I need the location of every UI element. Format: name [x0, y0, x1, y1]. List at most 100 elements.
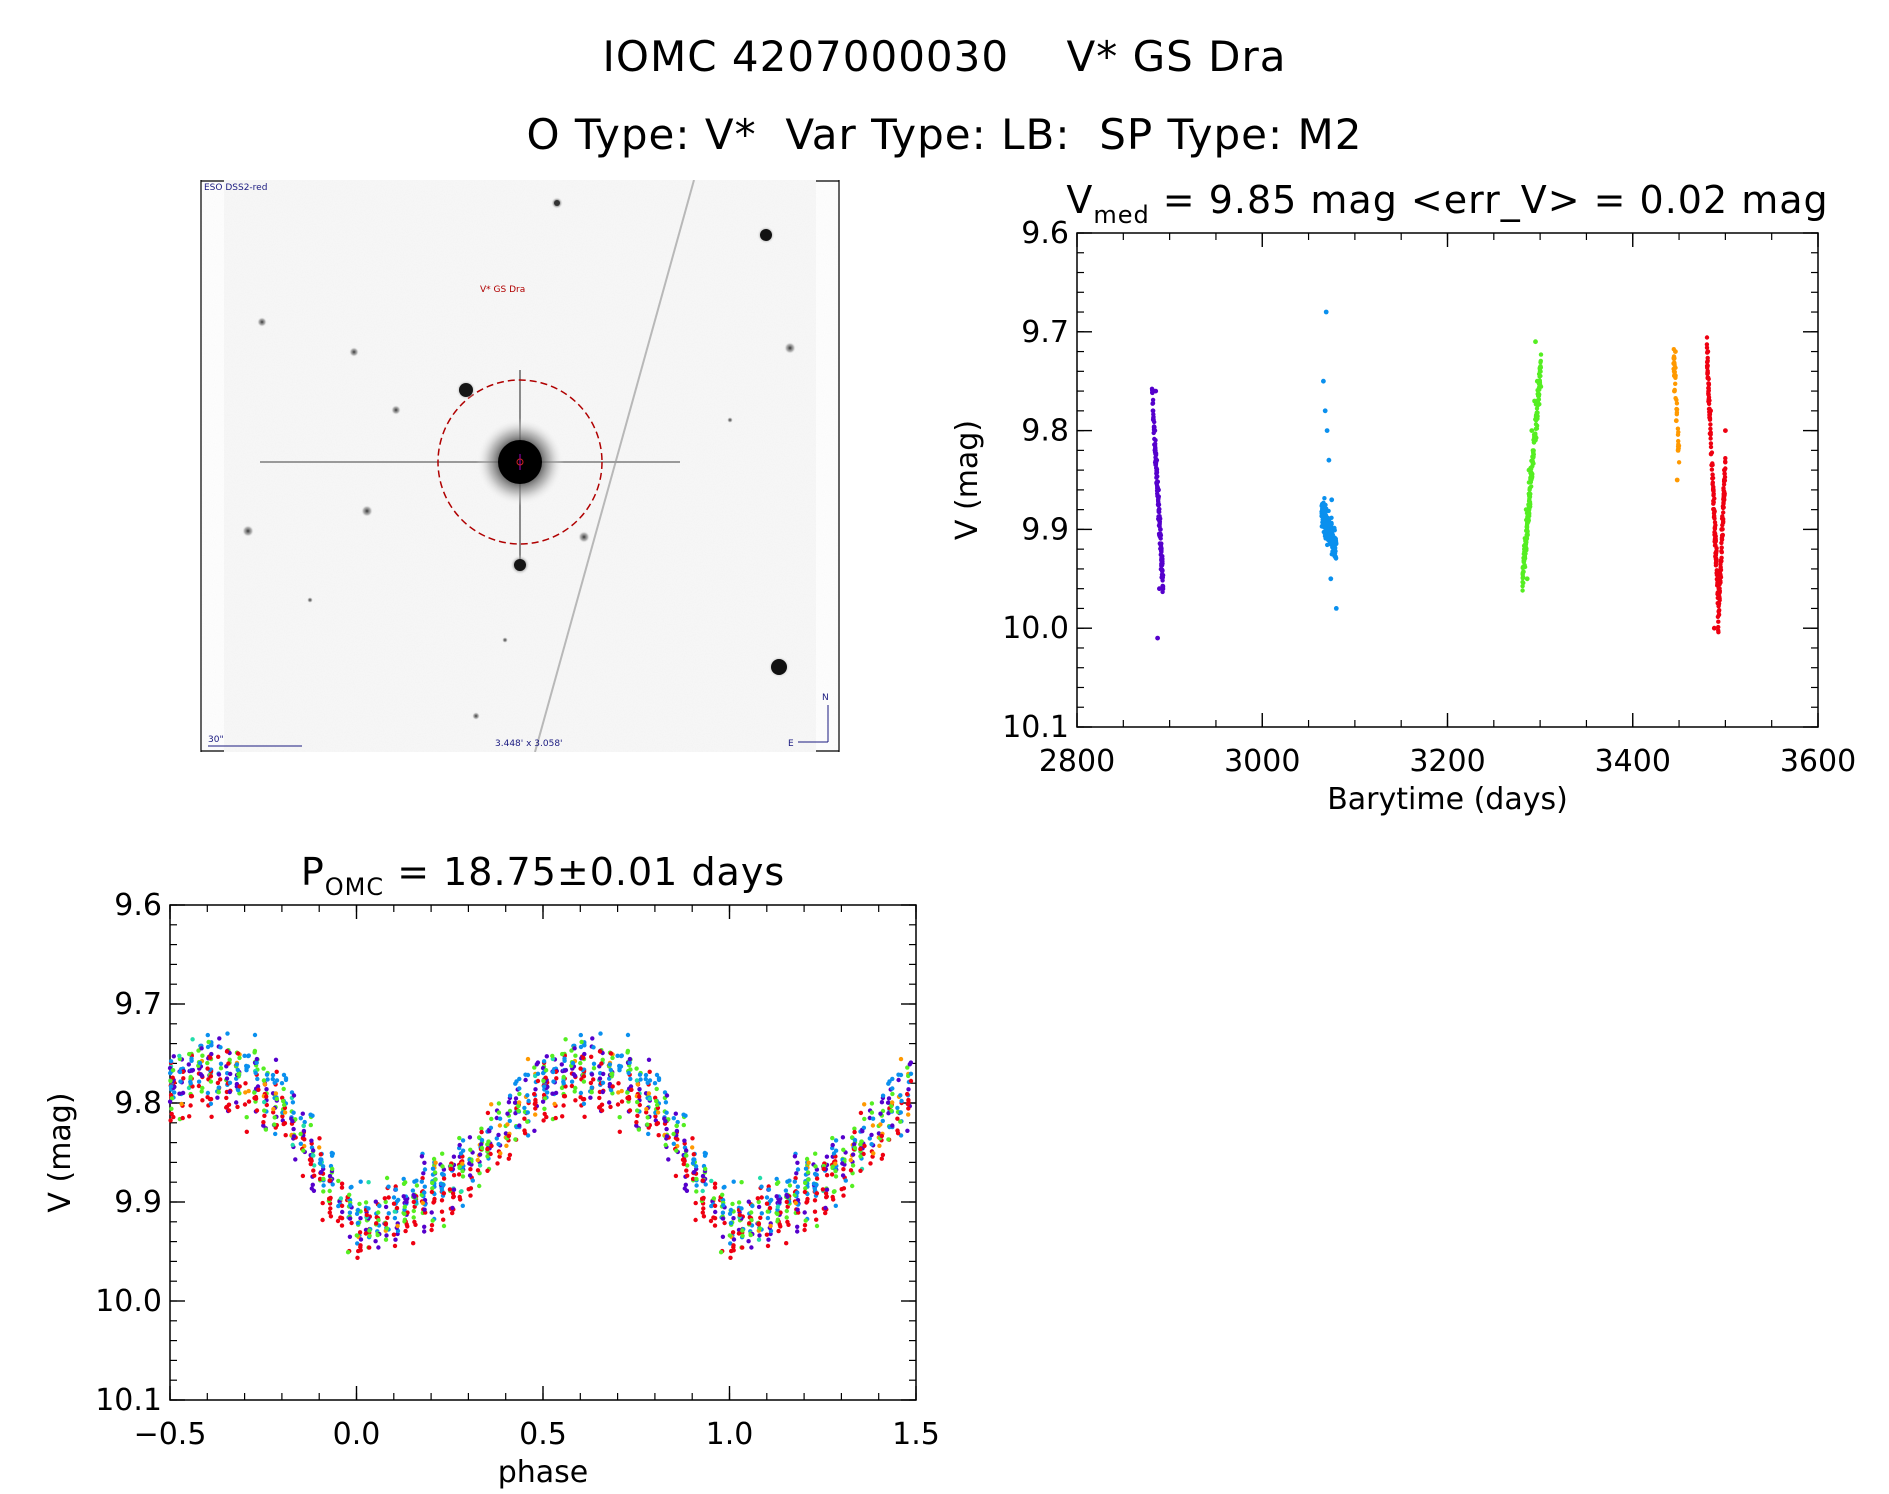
data-point-season2 [279, 1081, 285, 1086]
data-point-season3 [1537, 374, 1542, 379]
data-point-season5 [785, 1219, 790, 1225]
data-point-season2 [652, 1081, 658, 1086]
data-point-season5 [327, 1201, 333, 1206]
data-point-season1 [588, 1095, 593, 1100]
data-point-season3 [328, 1177, 333, 1182]
data-point-season1 [1155, 485, 1160, 491]
data-point-season1 [737, 1210, 742, 1215]
data-point-season2 [438, 1181, 444, 1186]
data-point-season4 [1672, 373, 1677, 379]
data-point-season1 [225, 1108, 231, 1114]
data-point-season5 [1705, 375, 1710, 381]
data-point-season3 [1520, 576, 1526, 581]
data-point-season5 [1715, 590, 1720, 595]
data-point-season4 [1674, 407, 1680, 412]
data-point-season2 [441, 1182, 446, 1188]
data-point-season3 [1534, 410, 1540, 415]
data-point-season5 [225, 1081, 231, 1086]
data-point-season3 [628, 1067, 633, 1072]
data-point-season4 [1672, 362, 1677, 368]
data-point-season5 [1709, 462, 1714, 468]
data-point-season5 [823, 1191, 829, 1196]
data-point-season1 [550, 1069, 555, 1074]
data-point-season1 [494, 1108, 500, 1113]
data-point-season2 [541, 1070, 546, 1076]
data-point-season2 [830, 1145, 835, 1151]
data-point-season5 [1707, 431, 1713, 436]
data-point-season3 [1535, 400, 1540, 405]
data-point-season5 [1721, 519, 1726, 524]
data-point-season2 [895, 1105, 900, 1111]
survey-label: ESO DSS2-red [204, 183, 267, 193]
data-point-season5 [327, 1197, 333, 1202]
data-point-season5 [1714, 576, 1720, 582]
data-point-season3 [1533, 414, 1539, 419]
data-point-season2 [169, 1081, 174, 1086]
data-point-season2 [1323, 510, 1328, 515]
data-point-season5 [328, 1214, 334, 1219]
data-point-season3 [597, 1077, 602, 1083]
data-point-season3 [308, 1122, 313, 1128]
data-point-season5 [226, 1108, 232, 1113]
data-point-season3 [289, 1133, 294, 1138]
data-point-season5 [1714, 559, 1719, 564]
data-point-season3 [432, 1163, 437, 1168]
data-point-season2 [507, 1093, 513, 1098]
data-point-season5 [393, 1184, 398, 1189]
data-point-season2 [177, 1069, 183, 1075]
data-point-season2 [1324, 517, 1329, 522]
data-point-season3 [1538, 358, 1544, 364]
data-point-season3 [561, 1076, 566, 1082]
data-point-season2 [1329, 525, 1334, 531]
data-point-season3 [392, 1209, 397, 1214]
data-point-season3 [1524, 510, 1530, 516]
data-point-season3 [750, 1203, 755, 1208]
data-point-season2 [618, 1064, 624, 1069]
data-point-season3 [1522, 553, 1527, 558]
data-point-season1 [264, 1087, 269, 1092]
data-point-season3 [338, 1196, 344, 1201]
data-point-season3 [727, 1233, 732, 1238]
finder-image: ESO DSS2-red V* GS Dra 30" 3.448' x 3.05… [204, 179, 829, 753]
data-point-season2 [570, 1062, 575, 1068]
data-point-season3 [1524, 535, 1530, 541]
data-point-season5 [449, 1161, 454, 1166]
data-point-season3 [1526, 506, 1532, 511]
data-point-season1 [467, 1161, 472, 1166]
data-point-season2 [1320, 506, 1325, 512]
data-point-season2 [643, 1072, 649, 1078]
data-point-season3 [550, 1053, 555, 1059]
data-point-season2 [346, 1197, 351, 1202]
data-point-season3 [1530, 472, 1535, 477]
data-point-season5 [180, 1103, 185, 1108]
data-point-season1 [419, 1154, 425, 1159]
data-point-season3 [252, 1059, 258, 1065]
data-point-season5 [1706, 401, 1712, 406]
data-point-season2 [320, 1170, 325, 1176]
data-point-season2 [374, 1211, 379, 1216]
data-point-season2 [1328, 524, 1334, 530]
data-point-season3 [1522, 553, 1527, 558]
data-point-season2 [1326, 531, 1331, 537]
data-point-season2 [441, 1173, 446, 1178]
data-point-season3 [662, 1095, 668, 1101]
data-point-season5 [1720, 520, 1726, 525]
data-point-season1 [1150, 390, 1155, 395]
data-point-season3 [1524, 537, 1529, 543]
data-point-season5 [317, 1176, 323, 1182]
data-point-season2 [393, 1201, 398, 1206]
data-point-season5 [347, 1248, 352, 1254]
data-point-season1 [209, 1051, 214, 1057]
data-point-season5 [419, 1199, 425, 1204]
data-point-season5 [627, 1072, 632, 1077]
data-point-season3 [1537, 382, 1542, 387]
data-point-season3 [1521, 555, 1526, 561]
data-point-season5 [392, 1243, 398, 1249]
data-point-season5 [861, 1151, 866, 1157]
data-point-season2 [330, 1151, 335, 1156]
data-point-season1 [1160, 573, 1166, 578]
data-point-season1 [438, 1162, 443, 1167]
data-point-season3 [1533, 431, 1538, 436]
data-point-season2 [1329, 521, 1334, 527]
data-point-season2 [561, 1081, 566, 1086]
